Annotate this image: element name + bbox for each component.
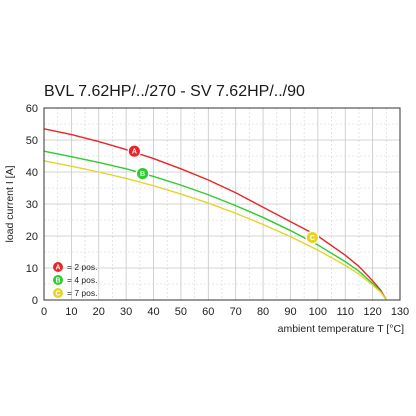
curve-marker-circle <box>305 230 320 245</box>
x-tick-label: 40 <box>147 306 159 318</box>
legend-label: = 4 pos. <box>67 275 97 285</box>
legend-item-a: A = 2 pos. <box>53 262 97 272</box>
frame <box>43 107 401 301</box>
legend-marker-letter: A <box>55 264 60 271</box>
x-tick-label: 130 <box>391 306 409 318</box>
series-layer <box>43 128 387 301</box>
legend-swatch <box>53 288 63 298</box>
x-tick-label: 70 <box>230 306 242 318</box>
y-tick-label: 40 <box>26 167 38 179</box>
y-axis-label: load current I [A] <box>4 165 16 242</box>
x-tick-label: 80 <box>257 306 269 318</box>
curve-marker-a: A <box>127 144 142 158</box>
legend-label: = 7 pos. <box>67 288 97 298</box>
x-tick-label: 90 <box>284 306 296 318</box>
series-line-c <box>43 160 387 301</box>
curve-marker-label: C <box>310 235 315 242</box>
curve-marker-b: B <box>135 166 150 181</box>
curve-marker-label: A <box>132 149 137 156</box>
series-line-a <box>43 128 387 301</box>
x-tick-label: 100 <box>309 306 327 318</box>
markers-layer: A B C <box>127 144 320 245</box>
plot-frame <box>43 107 401 301</box>
curve-marker-circle <box>135 166 150 181</box>
series-line-b <box>43 150 387 301</box>
legend-item-b: B = 4 pos. <box>53 275 97 285</box>
x-tick-label: 60 <box>202 306 214 318</box>
x-tick-label: 30 <box>120 306 132 318</box>
x-tick-label: 120 <box>363 306 381 318</box>
x-tick-label: 10 <box>65 306 77 318</box>
legend-swatch <box>53 262 63 272</box>
legend-item-c: C = 7 pos. <box>53 288 97 298</box>
curve-marker-label: B <box>140 171 145 178</box>
legend-marker-letter: B <box>55 277 60 284</box>
x-axis-label: ambient temperature T [°C] <box>278 323 404 335</box>
y-tick-label: 0 <box>32 295 38 307</box>
chart-title: BVL 7.62HP/../270 - SV 7.62HP/../90 <box>44 83 305 100</box>
legend: A = 2 pos. B = 4 pos. C = 7 pos. <box>53 262 97 298</box>
curve-marker-c: C <box>305 230 320 245</box>
x-tick-label: 20 <box>93 306 105 318</box>
y-tick-label: 10 <box>26 263 38 275</box>
y-tick-label: 20 <box>26 231 38 243</box>
y-tick-label: 50 <box>26 135 38 147</box>
x-tick-label: 0 <box>41 306 47 318</box>
grid <box>44 108 400 300</box>
x-tick-label: 50 <box>175 306 187 318</box>
legend-swatch <box>53 275 63 285</box>
curve-marker-circle <box>127 144 142 158</box>
legend-marker-letter: C <box>55 290 60 297</box>
tick-labels: 0 10 20 30 40 50 60 70 80 90 100 110 120 130 0 10 20 30 40… <box>26 103 409 318</box>
legend-label: = 2 pos. <box>67 262 97 272</box>
y-tick-label: 60 <box>26 103 38 115</box>
y-tick-label: 30 <box>26 199 38 211</box>
x-tick-label: 110 <box>336 306 354 318</box>
